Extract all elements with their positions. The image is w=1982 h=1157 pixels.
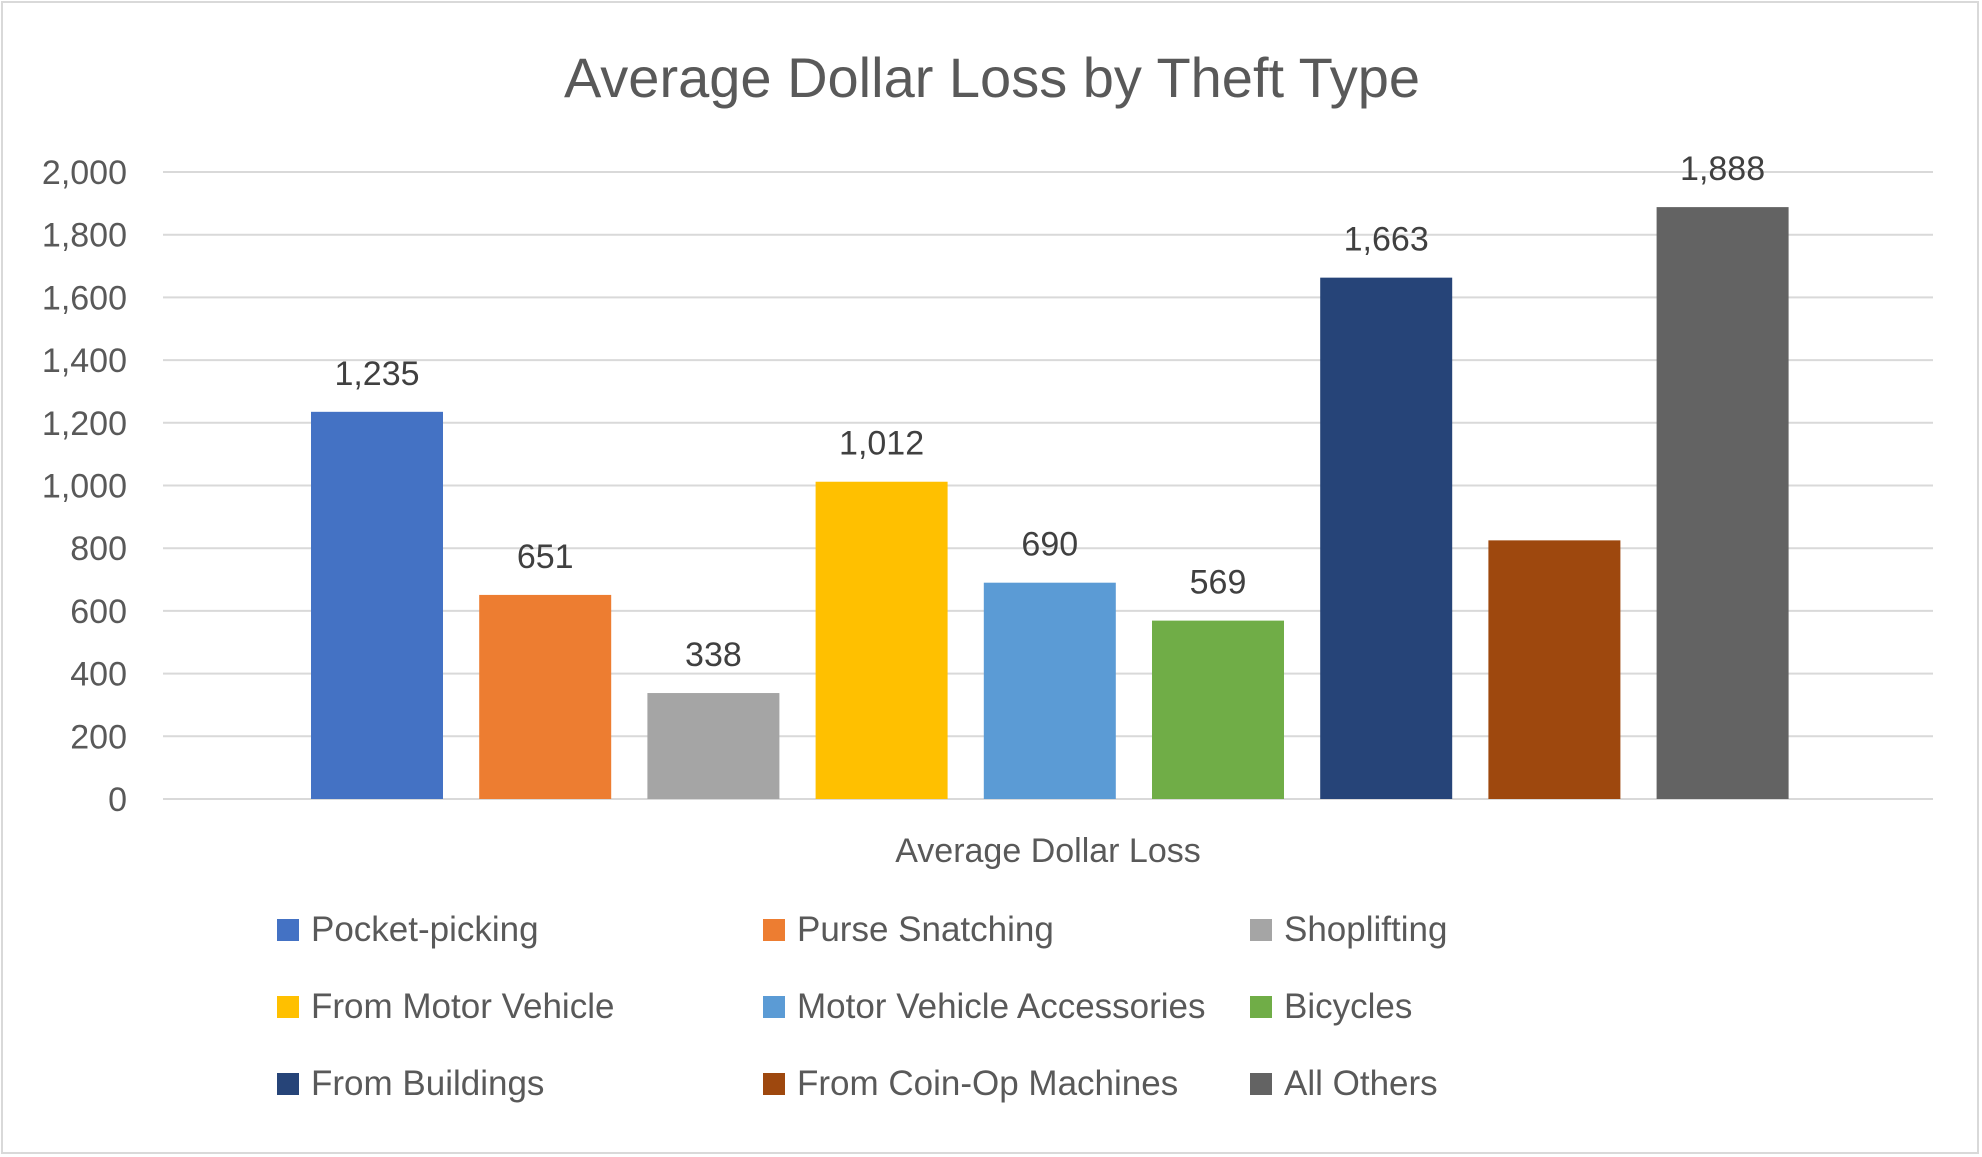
y-tick-label: 800 bbox=[70, 530, 127, 568]
bar-pocket-picking bbox=[311, 411, 443, 799]
data-labels: 1,235 651 338 1,012 690 569 1,663 1,888 bbox=[334, 150, 1765, 674]
y-tick-label: 400 bbox=[70, 656, 127, 694]
gridlines bbox=[163, 171, 1933, 800]
bars bbox=[311, 207, 1789, 799]
legend-label: Motor Vehicle Accessories bbox=[797, 987, 1206, 1026]
legend-item: Pocket-picking bbox=[277, 908, 539, 952]
bar-shoplifting bbox=[647, 693, 780, 799]
legend-item: Shoplifting bbox=[1250, 908, 1447, 952]
y-tick-label: 0 bbox=[108, 781, 127, 819]
y-tick-label: 1,800 bbox=[42, 217, 127, 255]
legend-swatch bbox=[277, 996, 299, 1018]
bar-purse-snatching bbox=[479, 594, 612, 799]
data-label: 569 bbox=[1190, 564, 1247, 602]
bar-all-others bbox=[1656, 207, 1789, 799]
legend-label: From Buildings bbox=[311, 1064, 545, 1103]
legend-label: Pocket-picking bbox=[311, 910, 539, 949]
y-tick-label: 2,000 bbox=[42, 154, 127, 192]
legend-item: From Coin-Op Machines bbox=[763, 1062, 1178, 1106]
y-tick-label: 1,600 bbox=[42, 279, 127, 317]
data-label: 1,012 bbox=[839, 425, 924, 463]
legend-swatch bbox=[277, 1073, 299, 1095]
bar-from-buildings bbox=[1320, 277, 1453, 799]
legend-swatch bbox=[1250, 919, 1272, 941]
legend-item: Motor Vehicle Accessories bbox=[763, 985, 1206, 1029]
legend-swatch bbox=[277, 919, 299, 941]
data-label: 690 bbox=[1021, 526, 1078, 564]
legend-swatch bbox=[1250, 1073, 1272, 1095]
data-label: 1,888 bbox=[1680, 150, 1765, 188]
legend-item: From Motor Vehicle bbox=[277, 985, 614, 1029]
bar-chart: Average Dollar Loss by Theft Type 0 200 40… bbox=[42, 46, 1933, 870]
chart-title: Average Dollar Loss by Theft Type bbox=[564, 46, 1420, 109]
legend-label: Bicycles bbox=[1284, 987, 1413, 1026]
legend-label: Purse Snatching bbox=[797, 910, 1054, 949]
data-label: 651 bbox=[517, 538, 574, 576]
legend-item: Bicycles bbox=[1250, 985, 1412, 1029]
y-tick-label: 1,000 bbox=[42, 468, 127, 506]
data-label: 1,663 bbox=[1344, 221, 1429, 259]
legend-swatch bbox=[1250, 996, 1272, 1018]
y-axis-tick-labels: 0 200 400 600 800 1,000 1,200 1,400 1,600 1,800 2,… bbox=[42, 154, 127, 819]
legend-label: All Others bbox=[1284, 1064, 1438, 1103]
y-tick-label: 200 bbox=[70, 718, 127, 756]
bar-motor-vehicle-accessories bbox=[983, 582, 1116, 799]
legend-item: All Others bbox=[1250, 1062, 1438, 1106]
bar-bicycles bbox=[1152, 620, 1284, 799]
legend-swatch bbox=[763, 1073, 785, 1095]
y-tick-label: 1,400 bbox=[42, 342, 127, 380]
x-axis-label: Average Dollar Loss bbox=[895, 832, 1201, 870]
y-tick-label: 1,200 bbox=[42, 405, 127, 443]
legend-item: Purse Snatching bbox=[763, 908, 1054, 952]
y-tick-label: 600 bbox=[70, 593, 127, 631]
legend-label: From Motor Vehicle bbox=[311, 987, 615, 1026]
legend-swatch bbox=[763, 919, 785, 941]
legend-label: Shoplifting bbox=[1284, 910, 1448, 949]
legend-swatch bbox=[763, 996, 785, 1018]
bar-from-coin-op-machines bbox=[1488, 540, 1621, 799]
legend-label: From Coin-Op Machines bbox=[797, 1064, 1179, 1103]
data-label: 1,235 bbox=[334, 355, 419, 393]
data-label: 338 bbox=[685, 636, 742, 674]
bar-from-motor-vehicle bbox=[815, 481, 948, 799]
legend-item: From Buildings bbox=[277, 1062, 544, 1106]
